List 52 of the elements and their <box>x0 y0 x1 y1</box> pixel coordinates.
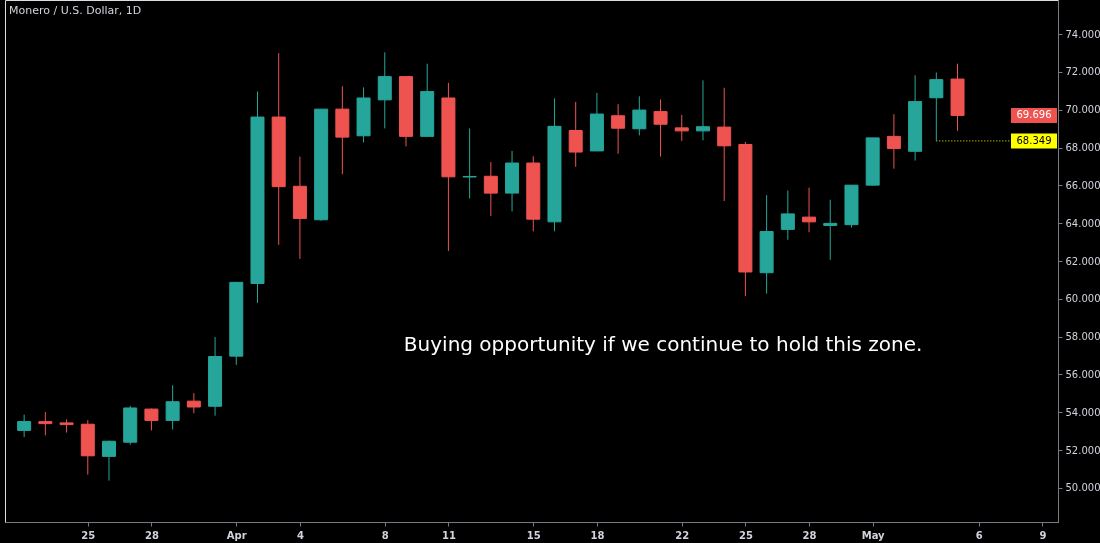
candlestick <box>38 411 53 436</box>
candlestick <box>377 51 392 129</box>
y-tick-label: 64.000 <box>1065 217 1100 229</box>
data-label: 68.349 <box>1016 134 1052 146</box>
candlestick <box>653 98 668 158</box>
x-tick-label: May <box>861 529 886 541</box>
x-tick-label: Apr <box>226 529 247 541</box>
candlestick <box>717 87 732 202</box>
y-tick-label: 60.000 <box>1065 293 1100 305</box>
x-tick-label: 28 <box>802 529 817 541</box>
candlestick <box>165 384 180 431</box>
candlestick <box>780 189 795 241</box>
candlestick <box>632 95 647 136</box>
y-tick-label: 74.000 <box>1065 28 1100 40</box>
y-tick-label: 52.000 <box>1065 444 1100 456</box>
y-tick-label: 66.000 <box>1065 179 1100 191</box>
x-tick-label: 11 <box>441 529 456 541</box>
y-tick-label: 72.000 <box>1065 66 1100 78</box>
y-tick-label: 56.000 <box>1065 368 1100 380</box>
x-tick-label: 15 <box>526 529 541 541</box>
chart-title: Monero / U.S. Dollar, 1D <box>9 4 142 17</box>
annotation: Buying opportunity if we continue to hold this zone. <box>403 331 923 356</box>
candlestick <box>186 392 201 414</box>
x-tick-label: 6 <box>975 529 983 541</box>
candlestick <box>802 187 817 233</box>
candlestick <box>102 440 116 482</box>
x-tick-label: 8 <box>381 529 389 541</box>
candlestick <box>483 161 498 217</box>
candlestick <box>568 101 583 168</box>
candlestick <box>886 113 901 170</box>
candlestick <box>695 79 710 141</box>
x-tick-label: 4 <box>296 529 304 541</box>
x-tick-label: 22 <box>675 529 690 541</box>
candlestick <box>823 199 838 261</box>
y-tick-label: 58.000 <box>1065 331 1100 343</box>
x-tick-label: 28 <box>144 529 159 541</box>
y-tick-label: 54.000 <box>1065 406 1100 418</box>
y-tick-label: 70.000 <box>1065 104 1100 116</box>
x-tick-label: 25 <box>738 529 753 541</box>
x-tick-label: 25 <box>81 529 96 541</box>
y-tick-label: 62.000 <box>1065 255 1100 267</box>
candlestick <box>611 103 626 155</box>
candlestick <box>674 114 689 142</box>
candlestick <box>929 71 944 142</box>
candlestick <box>462 127 477 199</box>
text: 69.696 <box>1016 109 1052 121</box>
x-tick-label: 9 <box>1039 529 1047 541</box>
x-tick-label: 18 <box>590 529 605 541</box>
y-tick-label: 50.000 <box>1065 482 1100 494</box>
y-tick-label: 68.000 <box>1065 142 1100 154</box>
candlestick <box>17 414 32 438</box>
candlestick <box>144 408 159 431</box>
